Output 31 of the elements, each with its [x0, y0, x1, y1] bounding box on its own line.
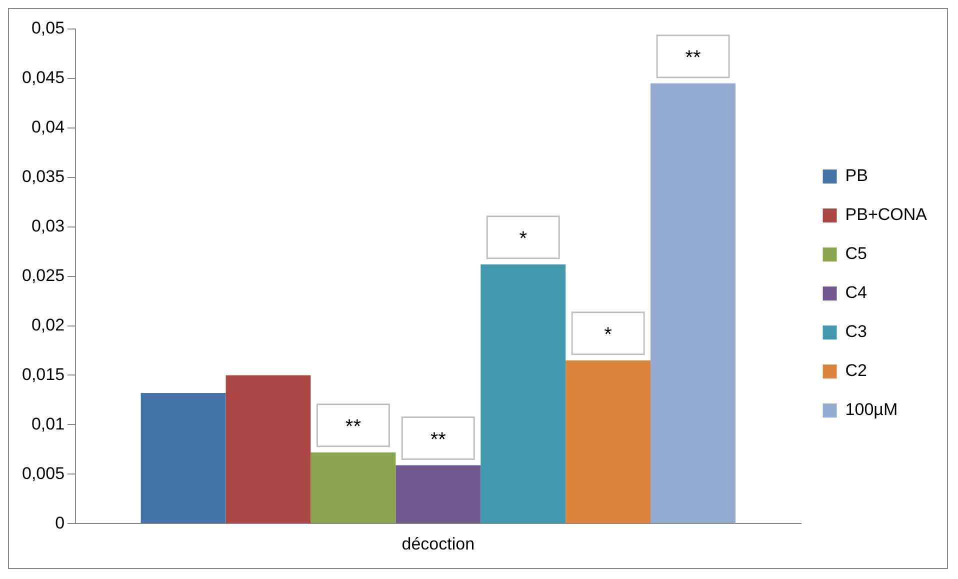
bar	[396, 465, 481, 524]
legend-label: C5	[845, 244, 868, 264]
y-tick-label: 0,005	[22, 464, 65, 483]
x-tick-label: décoction	[402, 534, 475, 554]
y-tick-label: 0,02	[31, 315, 65, 334]
y-tick-label: 0,04	[31, 118, 65, 137]
bar	[310, 452, 396, 524]
y-tick-label: 0,015	[22, 364, 65, 384]
bar	[226, 375, 311, 524]
legend-label: 100µM	[845, 400, 898, 420]
y-tick-label: 0,045	[22, 68, 65, 88]
bar	[650, 83, 736, 524]
bar	[566, 360, 651, 524]
bar	[480, 264, 566, 524]
y-tick-label: 0,025	[22, 266, 65, 285]
data-label: *	[519, 228, 528, 250]
data-label: **	[685, 46, 702, 69]
y-tick-label: 0,03	[31, 216, 65, 236]
data-label: **	[345, 416, 362, 438]
legend-label: C3	[845, 322, 868, 342]
legend-label: PB	[845, 166, 868, 186]
y-tick-label: 0,05	[31, 18, 65, 38]
y-tick-label: 0,01	[31, 414, 65, 434]
legend-label: PB+CONA	[845, 205, 928, 224]
bar	[140, 393, 226, 524]
data-label: **	[430, 428, 446, 451]
legend-label: C2	[845, 361, 868, 380]
y-tick-label: 0,035	[22, 167, 65, 186]
data-label: *	[604, 324, 612, 346]
y-tick-label: 0	[55, 513, 65, 532]
legend-label: C4	[845, 283, 868, 302]
